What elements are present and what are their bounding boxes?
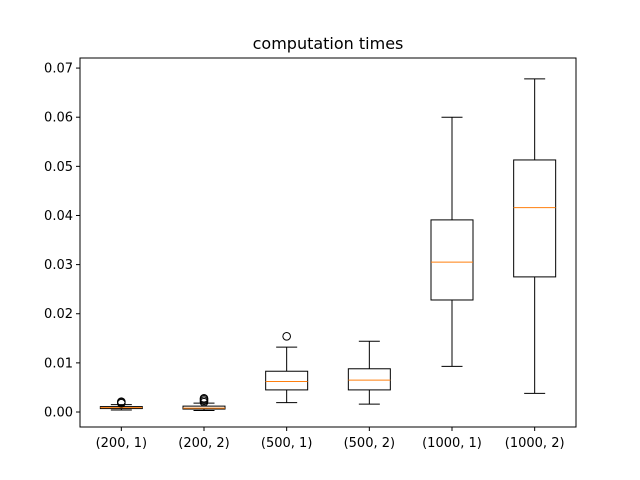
box-6 <box>513 78 557 394</box>
x-axis: (200, 1) (200, 2) (500, 1) (500, 2) (1000, 1… <box>96 427 565 451</box>
axes-frame <box>79 57 577 428</box>
outlier-point <box>282 332 291 341</box>
x-tick-label: (1000, 2) <box>505 436 565 451</box>
x-tick-label: (200, 1) <box>96 436 148 451</box>
box-1 <box>99 397 143 411</box>
iqr-box <box>265 370 309 391</box>
plot-content <box>99 78 557 412</box>
box-2 <box>182 393 226 412</box>
box-3 <box>265 332 309 404</box>
x-tick-label: (500, 2) <box>344 436 396 451</box>
box-4 <box>347 340 391 405</box>
y-tick-label: 0.02 <box>44 307 73 322</box>
box-5 <box>430 116 474 367</box>
outlier-point <box>117 397 126 406</box>
y-axis: 0.00 0.01 0.02 0.03 0.04 0.05 0.06 0.07 <box>44 62 80 421</box>
chart-title: computation times <box>253 34 404 53</box>
y-tick-label: 0.01 <box>44 356 73 371</box>
y-tick-label: 0.00 <box>44 406 73 421</box>
y-tick-label: 0.05 <box>44 160 73 175</box>
y-tick-label: 0.07 <box>44 62 73 77</box>
x-tick-label: (1000, 1) <box>422 436 482 451</box>
x-tick-label: (200, 2) <box>178 436 230 451</box>
iqr-box <box>347 368 391 391</box>
iqr-box <box>430 219 474 301</box>
x-tick-label: (500, 1) <box>261 436 313 451</box>
y-tick-label: 0.03 <box>44 258 73 273</box>
iqr-box <box>513 159 557 278</box>
outlier-point <box>199 393 209 403</box>
y-tick-label: 0.04 <box>44 209 73 224</box>
y-tick-label: 0.06 <box>44 111 73 126</box>
